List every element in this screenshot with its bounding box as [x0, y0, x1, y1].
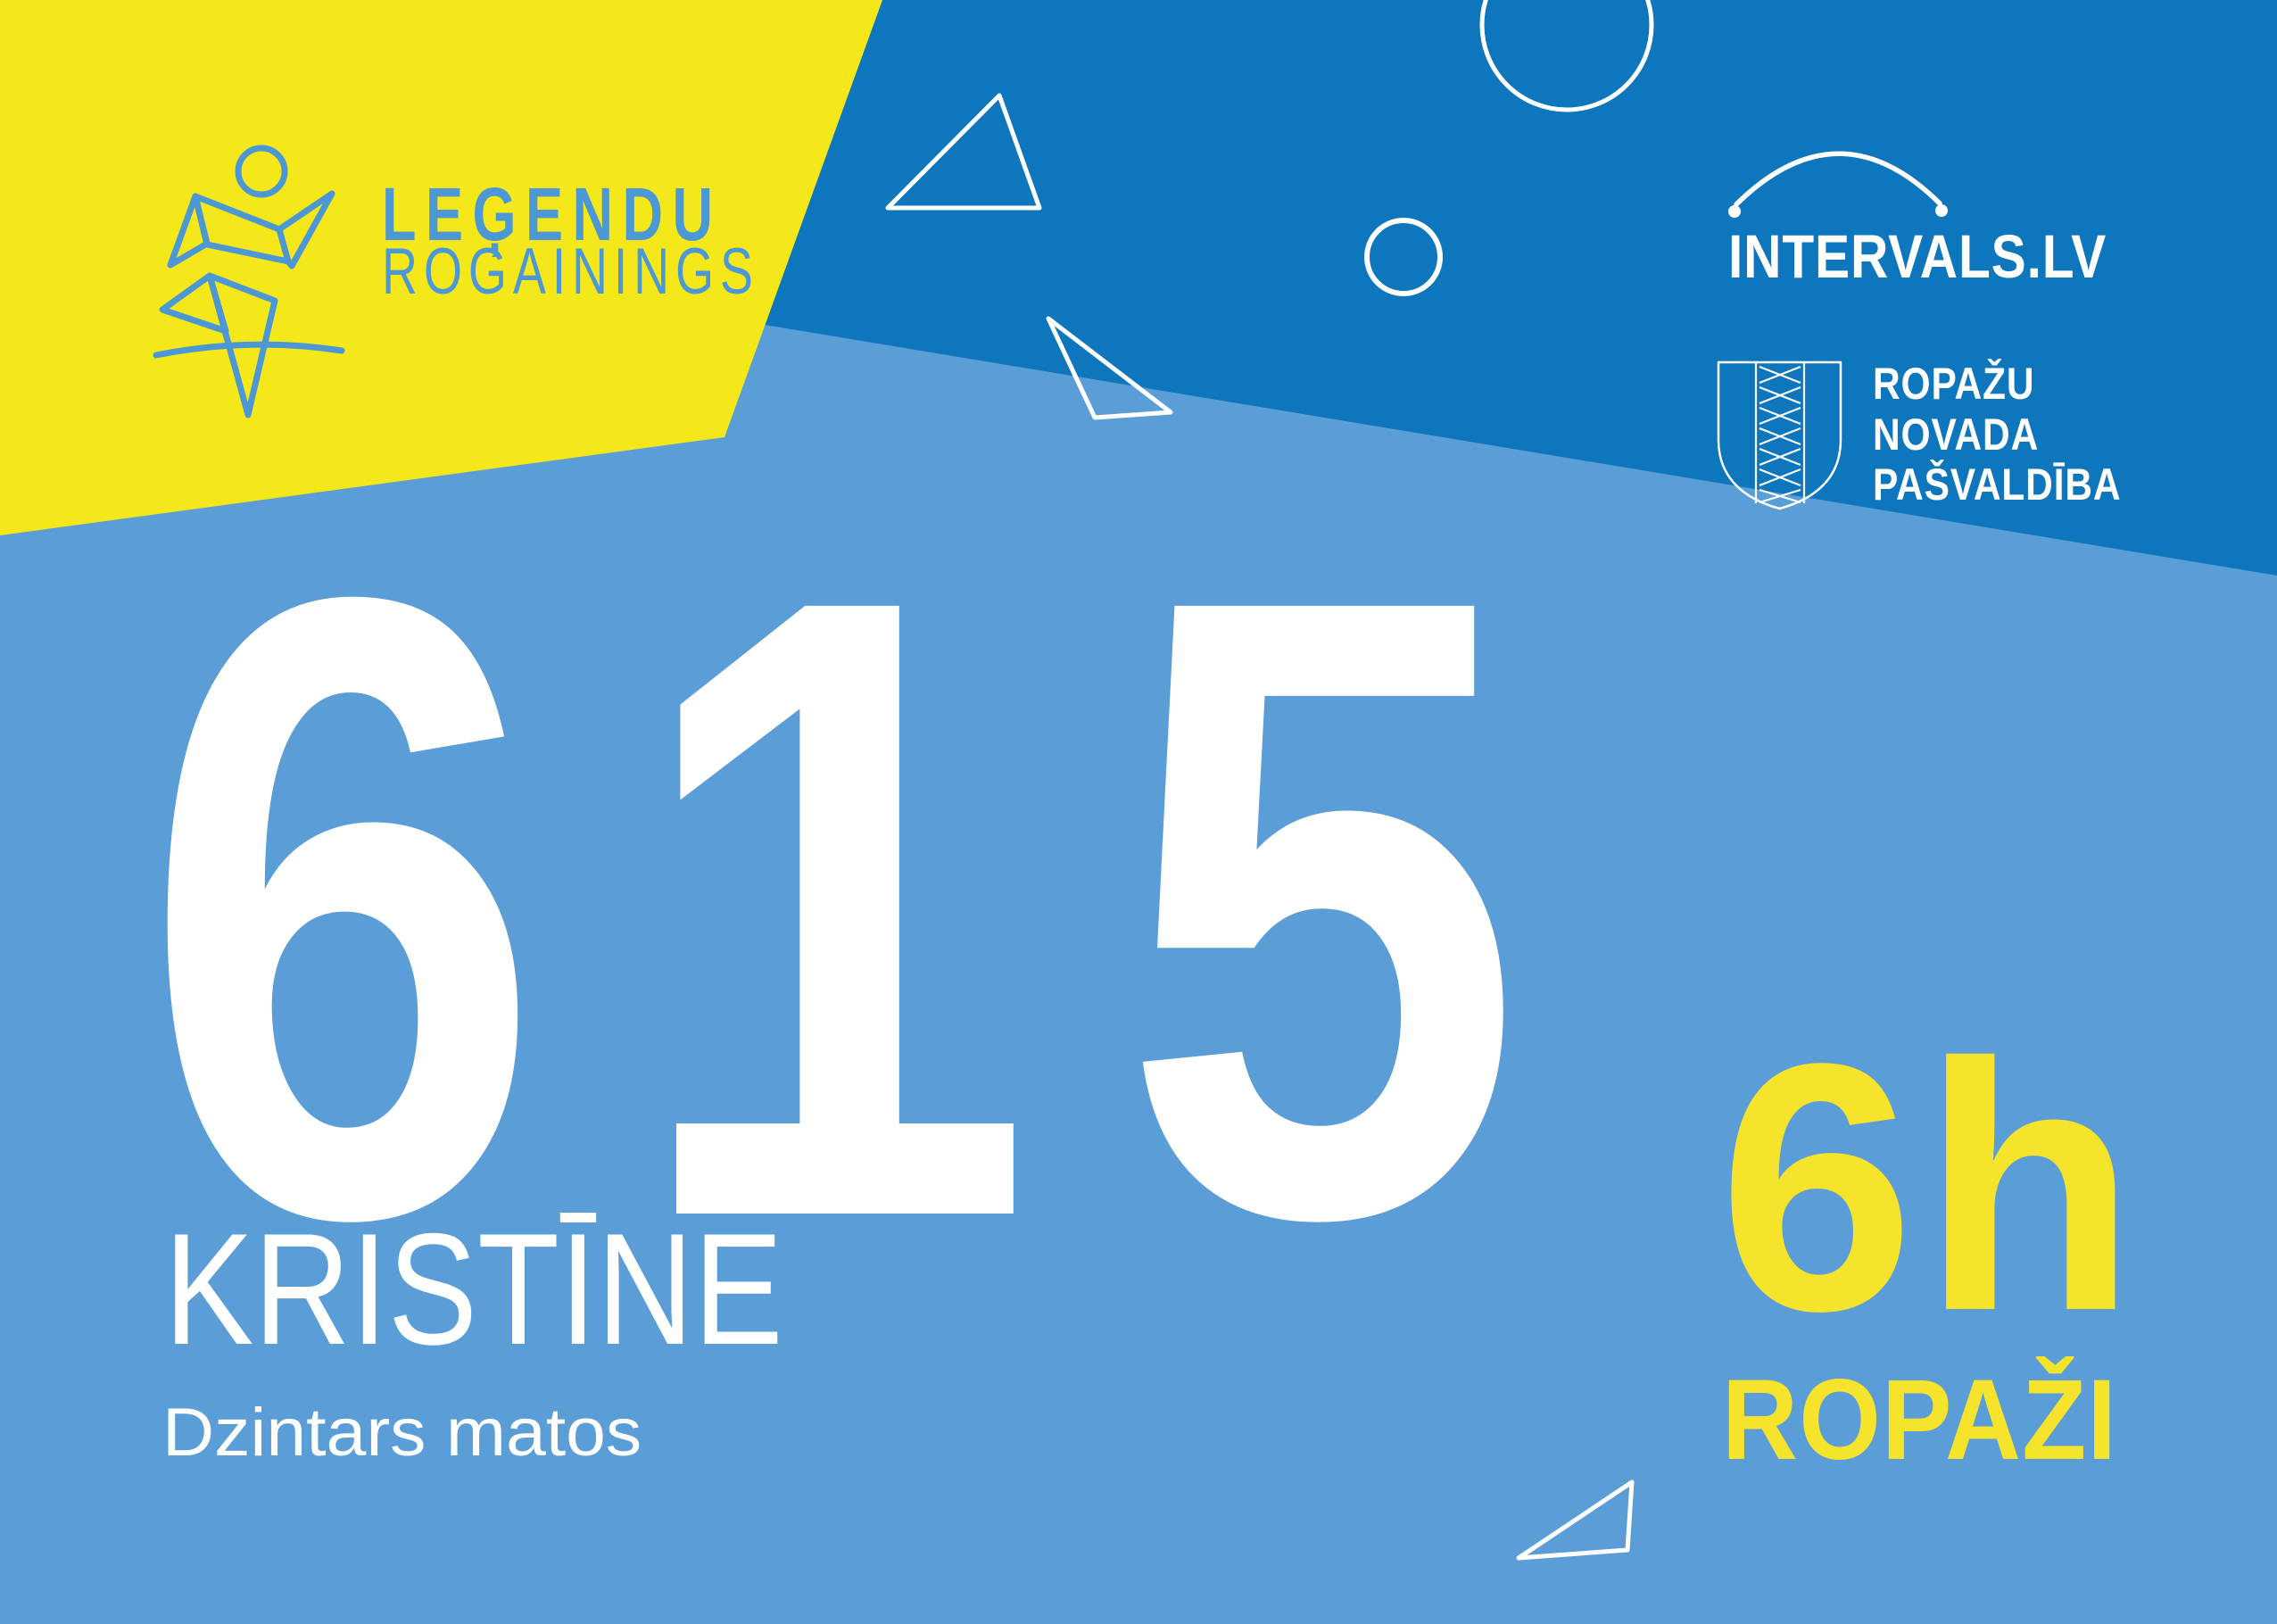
event-logo-title-line1: LEĢENDU — [382, 172, 723, 256]
small-circle-outline-icon — [1364, 218, 1443, 296]
race-duration-badge: 6h — [1718, 990, 2144, 1384]
sponsor-logo-wordmark: INTERVALS.LV — [1728, 222, 2107, 291]
large-triangle-outline-icon — [885, 93, 1042, 211]
bib-number: 615 — [141, 414, 1610, 1401]
municipality-name-line3: PAŠVALDĪBA — [1873, 460, 2122, 510]
interval-arc-icon — [1728, 151, 1948, 218]
sliver-triangle-outline-icon — [1046, 316, 1173, 420]
municipality-name-line2: NOVADA — [1873, 410, 2040, 460]
large-circle-outline-icon — [1479, 0, 1654, 112]
participant-name: KRISTĪNE — [164, 1200, 783, 1378]
ropazu-coat-of-arms-icon — [1717, 360, 1842, 510]
event-logo-title-line2: ROGAININGS — [382, 236, 759, 308]
bottom-triangle-outline-icon — [1516, 1479, 1635, 1561]
map-reading-runner-icon — [153, 145, 345, 418]
team-name: Dzintars matos — [162, 1395, 642, 1471]
race-location: ROPAŽI — [1722, 1356, 2118, 1484]
municipality-name-line1: ROPAŽU — [1873, 359, 2035, 409]
